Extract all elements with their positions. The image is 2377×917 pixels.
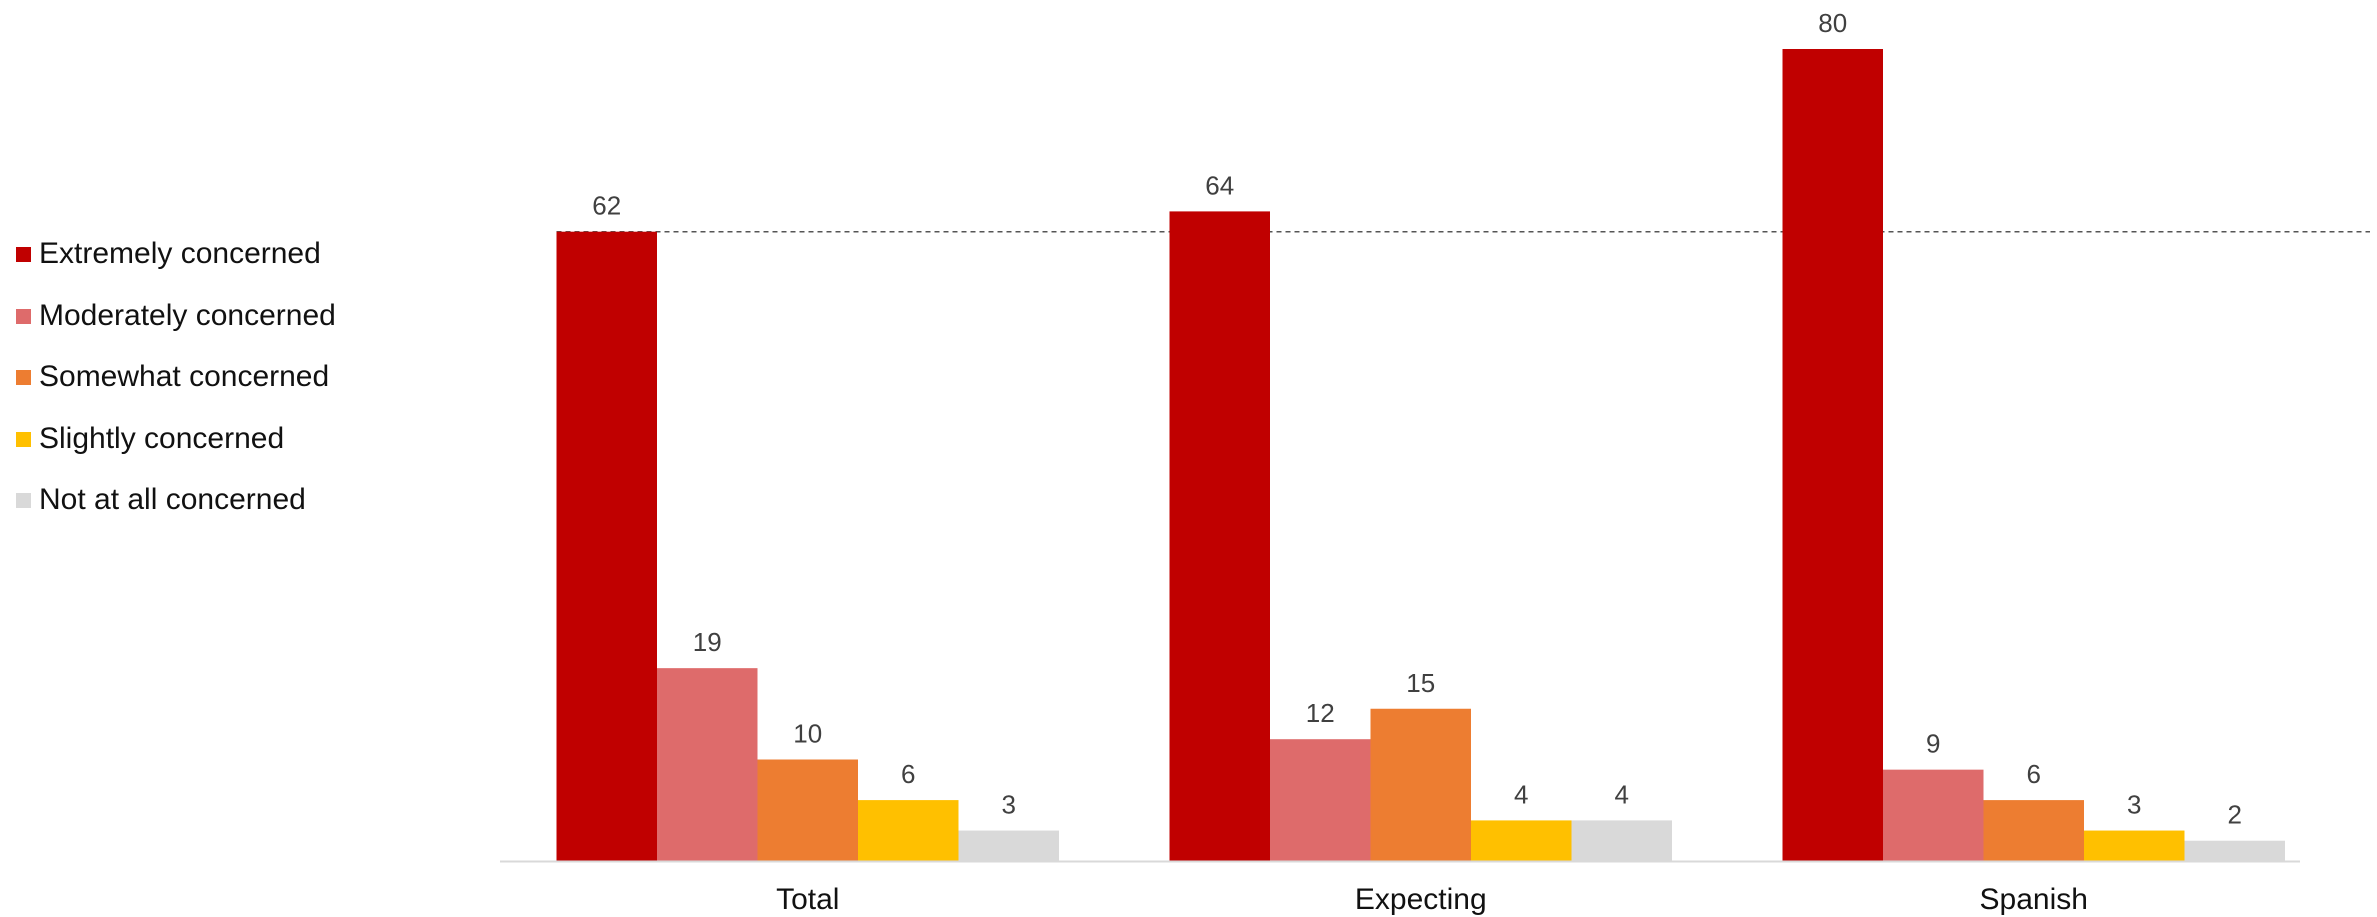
bar-spanish-extremely-concerned — [1782, 49, 1883, 861]
bar-total-moderately-concerned — [657, 668, 758, 861]
data-label-total-moderately-concerned: 19 — [693, 627, 722, 657]
bar-expecting-extremely-concerned — [1169, 211, 1270, 861]
bar-total-not-at-all-concerned — [958, 830, 1059, 861]
data-labels: 62 19 10 6 3 64 12 15 4 4 80 9 6 3 2 — [592, 8, 2242, 830]
data-label-total-not-at-all-concerned: 3 — [1002, 790, 1016, 820]
legend-label-somewhat-concerned: Somewhat concerned — [39, 360, 330, 393]
category-label-total: Total — [776, 883, 839, 916]
data-label-expecting-not-at-all-concerned: 4 — [1615, 779, 1629, 809]
category-label-spanish: Spanish — [1980, 883, 2088, 916]
legend-swatch-somewhat-concerned — [16, 370, 31, 385]
data-label-spanish-not-at-all-concerned: 2 — [2228, 800, 2242, 830]
bar-expecting-not-at-all-concerned — [1571, 820, 1672, 861]
bar-spanish-slightly-concerned — [2084, 830, 2185, 861]
bar-expecting-slightly-concerned — [1471, 820, 1572, 861]
bar-spanish-somewhat-concerned — [1983, 800, 2084, 861]
bar-total-somewhat-concerned — [757, 759, 858, 861]
legend: Extremely concerned Moderately concerned S… — [16, 230, 476, 538]
category-labels: Total Expecting Spanish — [776, 883, 2088, 916]
legend-item-slightly-concerned: Slightly concerned — [16, 415, 476, 477]
data-label-total-somewhat-concerned: 10 — [793, 719, 822, 749]
bar-spanish-moderately-concerned — [1883, 769, 1984, 861]
legend-swatch-moderately-concerned — [16, 308, 31, 324]
legend-label-not-at-all-concerned: Not at all concerned — [39, 483, 306, 516]
legend-item-moderately-concerned: Moderately concerned — [16, 292, 476, 354]
legend-item-somewhat-concerned: Somewhat concerned — [16, 353, 476, 415]
legend-label-extremely-concerned: Extremely concerned — [39, 237, 321, 270]
data-label-total-slightly-concerned: 6 — [901, 759, 915, 789]
legend-label-slightly-concerned: Slightly concerned — [39, 421, 285, 455]
bar-expecting-moderately-concerned — [1270, 739, 1371, 861]
bar-total-extremely-concerned — [556, 231, 657, 861]
bar-spanish-not-at-all-concerned — [2184, 840, 2285, 861]
legend-swatch-slightly-concerned — [16, 431, 31, 447]
bar-area — [556, 49, 2285, 861]
category-label-expecting: Expecting — [1355, 883, 1487, 916]
data-label-total-extremely-concerned: 62 — [592, 191, 621, 221]
data-label-spanish-somewhat-concerned: 6 — [2027, 759, 2041, 789]
data-label-spanish-slightly-concerned: 3 — [2127, 790, 2141, 820]
data-label-spanish-extremely-concerned: 80 — [1818, 8, 1847, 38]
data-label-expecting-somewhat-concerned: 15 — [1406, 668, 1435, 698]
legend-label-moderately-concerned: Moderately concerned — [39, 298, 336, 332]
data-label-expecting-moderately-concerned: 12 — [1306, 698, 1335, 728]
data-label-expecting-extremely-concerned: 64 — [1205, 170, 1234, 200]
bar-expecting-somewhat-concerned — [1370, 708, 1471, 861]
legend-item-extremely-concerned: Extremely concerned — [16, 230, 476, 292]
legend-swatch-not-at-all-concerned — [16, 493, 31, 508]
legend-item-not-at-all-concerned: Not at all concerned — [16, 476, 476, 538]
data-label-spanish-moderately-concerned: 9 — [1926, 729, 1940, 759]
bar-total-slightly-concerned — [858, 800, 959, 861]
data-label-expecting-slightly-concerned: 4 — [1514, 779, 1528, 809]
legend-swatch-extremely-concerned — [16, 247, 31, 262]
